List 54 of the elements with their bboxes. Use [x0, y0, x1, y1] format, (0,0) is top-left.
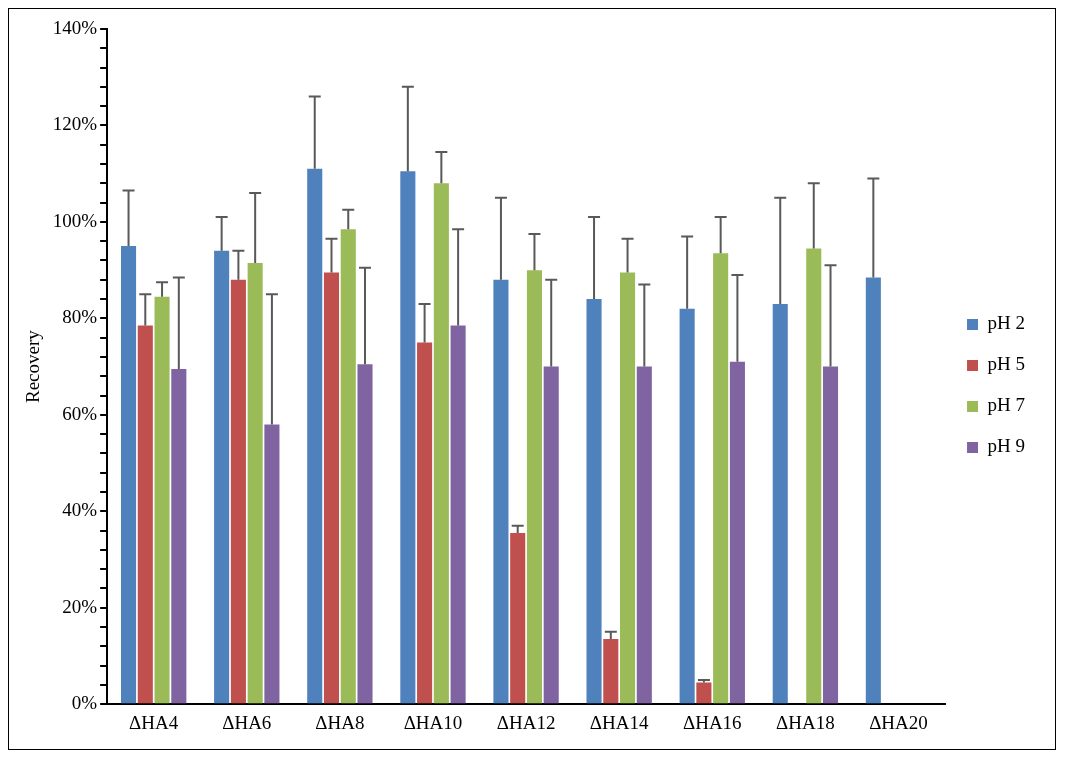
legend-label: pH 7 — [987, 394, 1026, 416]
bar — [696, 682, 712, 704]
x-tick-label: ΔHA18 — [776, 711, 835, 733]
bar — [340, 229, 356, 704]
bar — [586, 299, 602, 704]
y-tick-label: 140% — [52, 16, 98, 38]
bar — [865, 277, 881, 704]
y-tick-label: 100% — [52, 209, 98, 231]
x-tick-label: ΔHA16 — [682, 711, 742, 733]
bar — [137, 325, 153, 704]
bar — [543, 366, 559, 704]
x-tick-label: ΔHA8 — [315, 711, 365, 733]
bar — [171, 369, 187, 704]
y-tick-label: 20% — [62, 595, 98, 617]
bar — [214, 250, 230, 704]
bar — [121, 246, 137, 704]
bar — [264, 424, 280, 704]
bar — [679, 308, 695, 704]
x-tick-label: ΔHA4 — [129, 711, 179, 733]
y-tick-label: 120% — [52, 113, 98, 135]
bar — [822, 366, 839, 704]
bar — [417, 342, 433, 704]
bar — [154, 296, 170, 704]
bar — [806, 248, 822, 704]
bar — [323, 272, 340, 704]
bar — [713, 253, 729, 704]
bar — [493, 279, 509, 704]
y-tick-label: 40% — [62, 499, 98, 521]
y-tick-label: 80% — [62, 306, 98, 328]
x-tick-label: ΔHA10 — [403, 711, 463, 733]
bar — [400, 171, 416, 704]
x-tick-label: ΔHA6 — [222, 711, 272, 733]
bar — [510, 532, 526, 704]
x-tick-label: ΔHA12 — [496, 711, 556, 733]
bar — [357, 364, 373, 704]
legend-label: pH 5 — [987, 353, 1026, 375]
bar — [603, 639, 619, 704]
bar — [450, 325, 466, 704]
bar — [230, 279, 246, 704]
x-tick-label: ΔHA14 — [589, 711, 649, 733]
x-tick-label: ΔHA20 — [869, 711, 928, 733]
bar — [526, 270, 542, 704]
y-tick-label: 60% — [62, 402, 98, 424]
bar — [307, 168, 323, 704]
bar — [433, 183, 449, 704]
legend-label: pH 9 — [987, 435, 1026, 457]
bar — [772, 303, 788, 704]
y-axis-title: Recovery — [22, 329, 44, 404]
bar — [636, 366, 652, 704]
legend-label: pH 2 — [987, 312, 1026, 334]
bar — [620, 272, 636, 704]
bar — [247, 262, 263, 704]
bar — [729, 361, 745, 704]
y-tick-label: 0% — [71, 692, 98, 714]
